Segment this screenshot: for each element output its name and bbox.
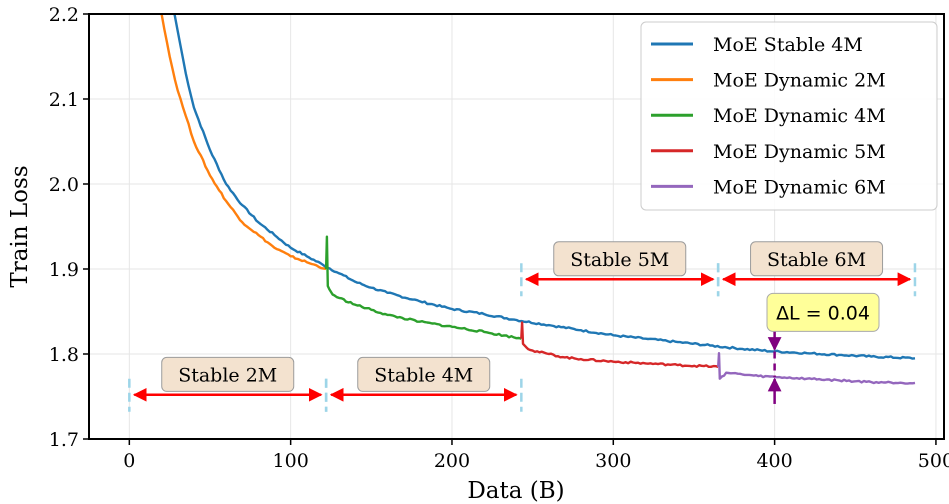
x-tick-label: 500 [918,450,949,472]
legend-entry: MoE Dynamic 4M [713,105,886,127]
delta-label: ΔL = 0.04 [776,302,870,324]
legend-box [640,21,938,211]
y-tick-label: 2.1 [49,89,79,111]
y-tick-label: 1.8 [49,344,79,366]
legend: MoE Stable 4M MoE Dynamic 2M MoE Dynamic 4… [640,21,938,211]
phase-label: Stable 5M [570,249,669,271]
phase-label: Stable 4M [374,364,473,386]
x-tick-label: 300 [595,450,631,472]
x-tick-label: 100 [273,450,309,472]
y-tick-label: 2.2 [49,4,79,26]
phase-label: Stable 6M [767,249,866,271]
x-tick-label: 0 [123,450,135,472]
legend-entry: MoE Dynamic 2M [713,70,886,92]
series-line [160,14,327,271]
series-line [324,235,522,340]
series-line [173,14,916,360]
legend-entry: MoE Dynamic 6M [713,176,886,198]
legend-entry: MoE Dynamic 5M [713,141,886,163]
delta-label-box [766,292,880,332]
phase-label-box [750,241,884,277]
plot-frame [88,13,945,440]
phase-label-box [553,241,687,277]
phase-label-box [357,356,491,392]
series-line [520,321,719,368]
series-line [717,352,916,385]
phase-label-box [161,356,295,392]
legend-entry: MoE Stable 4M [713,34,863,56]
phase-label: Stable 2M [178,364,277,386]
y-axis-label: Train Loss [7,165,33,287]
y-tick-label: 2.0 [49,174,79,196]
x-tick-label: 200 [434,450,470,472]
x-tick-label: 400 [756,450,792,472]
y-tick-label: 1.9 [49,259,79,281]
x-axis-label: Data (B) [467,478,564,504]
y-tick-label: 1.7 [49,429,79,451]
